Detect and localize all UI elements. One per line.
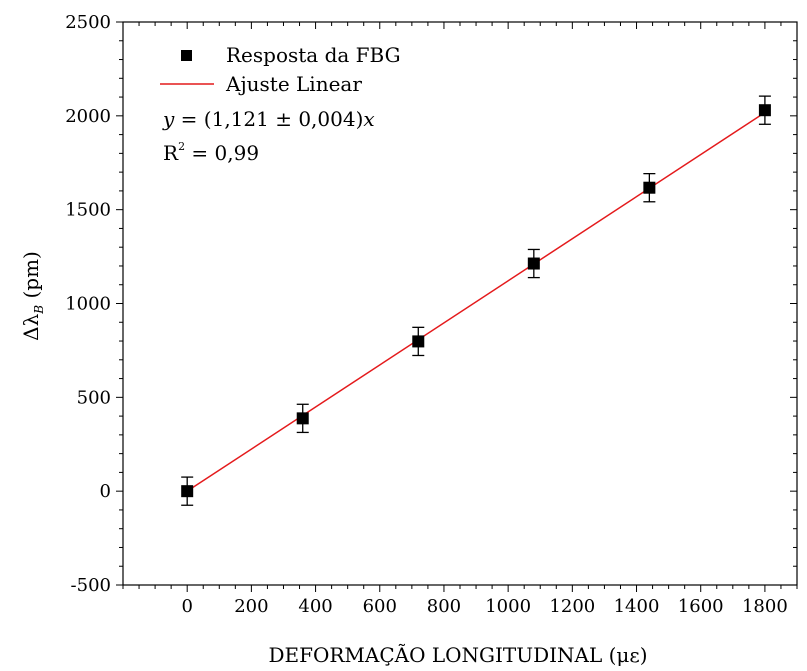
x-tick-label: 0: [181, 596, 192, 617]
equation-mid: = (1,121 ± 0,004): [174, 107, 363, 131]
y-tick-label: -500: [71, 575, 111, 596]
x-tick-label: 200: [234, 596, 268, 617]
y-tick-label: 2000: [65, 106, 111, 127]
x-tick-label: 1600: [678, 596, 724, 617]
x-tick-label: 1400: [614, 596, 660, 617]
data-point: [643, 181, 656, 194]
r2-value: = 0,99: [185, 141, 259, 165]
data-point: [181, 485, 194, 498]
data-point: [758, 104, 771, 117]
fit-equation: y = (1,121 ± 0,004)x R2 = 0,99: [162, 107, 375, 165]
data-point: [296, 412, 309, 425]
y-axis-title-suffix: (pm): [19, 251, 43, 305]
x-axis-title: DEFORMAÇÃO LONGITUDINAL (με): [268, 643, 647, 667]
legend: Resposta da FBG Ajuste Linear: [160, 43, 401, 96]
data-point: [412, 335, 425, 348]
legend-marker-fbg: [181, 50, 192, 61]
legend-label-fit: Ajuste Linear: [225, 72, 362, 96]
y-tick-label: 2500: [65, 12, 111, 33]
data-point: [527, 257, 540, 270]
y-tick-label: 500: [77, 387, 111, 408]
x-tick-label: 1000: [485, 596, 531, 617]
x-tick-label: 1800: [742, 596, 788, 617]
equation-lhs: y: [162, 107, 175, 131]
r2-label: R: [163, 141, 179, 165]
ticks: 0 200 400 600 800 1000 1200 1400 1600 1800 -500 0 50…: [65, 12, 798, 617]
svg-text:y = (1,121 ± 0,004)x: y = (1,121 ± 0,004)x: [162, 107, 375, 131]
fit-line: [186, 111, 766, 492]
y-tick-label: 1000: [65, 294, 111, 315]
r2-sup: 2: [178, 140, 185, 153]
y-axis-title-prefix: Δλ: [19, 313, 43, 340]
y-tick-label: 1500: [65, 200, 111, 221]
x-tick-label: 400: [298, 596, 332, 617]
x-tick-label: 800: [427, 596, 461, 617]
x-tick-label: 600: [363, 596, 397, 617]
equation-var: x: [363, 107, 374, 131]
svg-text:R2 = 0,99: R2 = 0,99: [163, 140, 259, 165]
legend-label-fbg: Resposta da FBG: [226, 43, 401, 67]
y-tick-label: 0: [100, 481, 111, 502]
y-axis-title: ΔλB (pm): [19, 251, 46, 341]
y-axis-title-sub: B: [32, 305, 46, 315]
x-tick-label: 1200: [549, 596, 595, 617]
series: [181, 95, 771, 506]
